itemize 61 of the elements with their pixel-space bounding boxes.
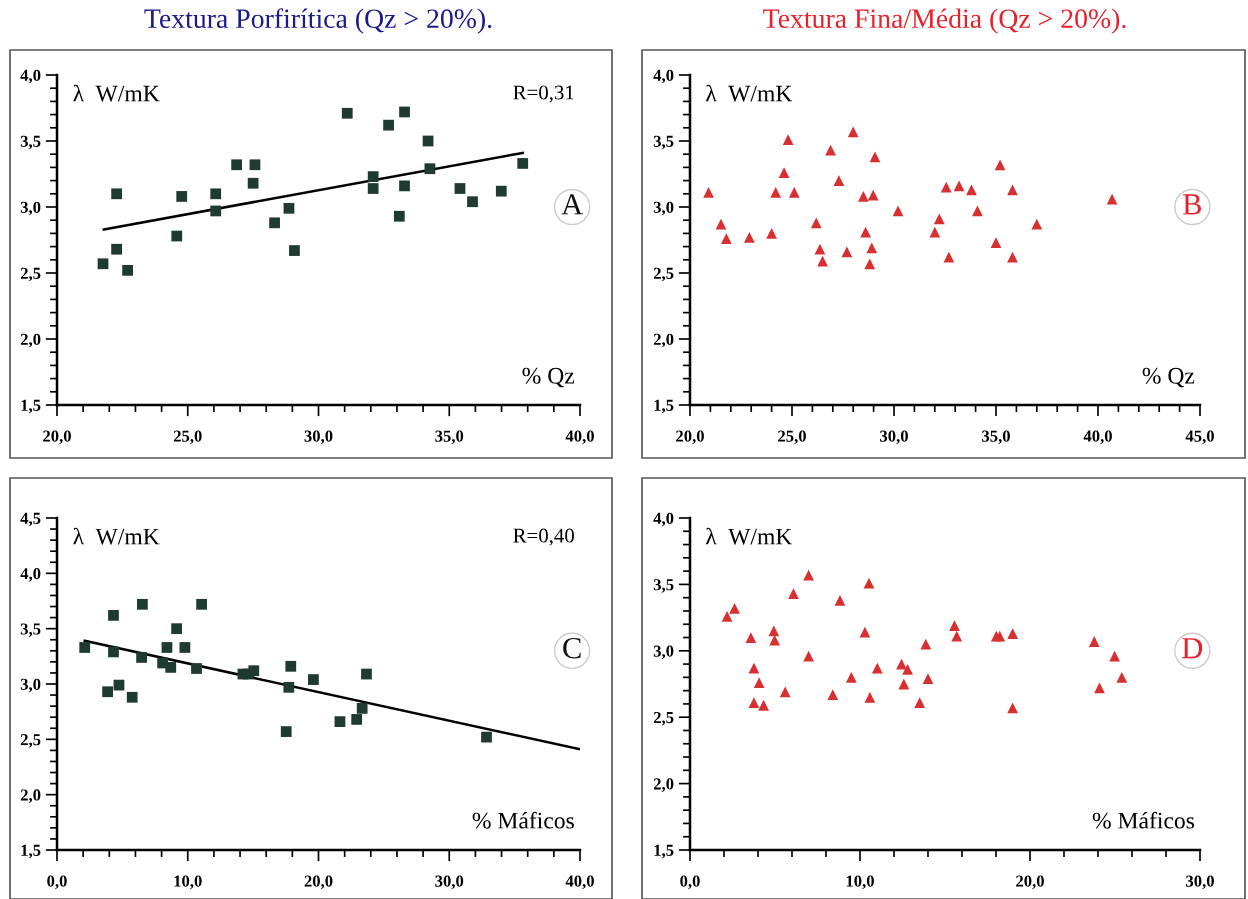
x-tick-label: 40,0 (1083, 430, 1112, 445)
chart-title: Textura Fina/Média (Qz > 20%). (763, 8, 1126, 34)
y-tick-label: 2,5 (653, 267, 674, 282)
x-tick-label: 25,0 (173, 430, 202, 445)
y-tick-label: 1,5 (21, 399, 41, 414)
y-tick-label: 2,5 (20, 734, 41, 748)
x-tick-label: 0,0 (680, 875, 700, 890)
x-tick-label: 35,0 (982, 430, 1010, 445)
y-tick-label: 4,0 (20, 568, 41, 582)
x-tick-label: 25,0 (778, 430, 806, 445)
y-tick-label: 2,5 (653, 711, 674, 726)
x-tick-label: 40,0 (565, 430, 594, 445)
y-tick-label: 3,0 (20, 678, 41, 693)
y-tick-label: 3,0 (653, 201, 674, 216)
y-tick-label: 2,5 (20, 267, 41, 282)
y-tick-label: 3,5 (20, 135, 41, 150)
y-tick-label: 1,5 (654, 844, 674, 859)
y-tick-label: 2,0 (653, 778, 674, 792)
x-tick-label: 40,0 (565, 875, 594, 890)
y-axis-title: λ W/mK (705, 84, 793, 102)
y-tick-label: 2,0 (20, 789, 41, 804)
chart-title: Textura Porfirítica (Qz > 20%). (144, 8, 492, 34)
annotation: B (1183, 194, 1202, 215)
y-tick-label: 1,5 (21, 844, 41, 859)
annotation: R=0,31 (513, 85, 574, 103)
y-tick-label: 4,5 (20, 512, 41, 527)
x-tick-label: 20,0 (676, 430, 704, 445)
y-axis-title: λ W/mK (73, 84, 160, 102)
annotation: D (1182, 638, 1203, 659)
y-tick-label: 3,5 (653, 135, 674, 150)
y-tick-label: 3,5 (20, 623, 41, 638)
y-tick-label: 1,5 (654, 399, 674, 414)
x-tick-label: 30,0 (435, 875, 464, 890)
x-tick-label: 30,0 (304, 430, 333, 445)
x-tick-label: 35,0 (435, 430, 464, 445)
annotation: C (563, 637, 581, 659)
y-tick-label: 2,0 (653, 333, 674, 348)
y-tick-label: 4,0 (20, 69, 41, 84)
x-tick-label: 0,0 (47, 875, 67, 890)
x-tick-label: 10,0 (846, 875, 874, 890)
x-axis-title: % Máficos (1092, 811, 1195, 829)
x-tick-label: 30,0 (1186, 875, 1214, 890)
annotation: A (561, 194, 583, 215)
y-tick-label: 2,0 (20, 333, 41, 348)
y-tick-label: 3,0 (20, 201, 41, 216)
x-tick-label: 30,0 (880, 430, 908, 445)
x-tick-label: 45,0 (1185, 430, 1214, 445)
x-tick-label: 20,0 (304, 875, 333, 890)
x-tick-label: 20,0 (43, 430, 71, 445)
annotation: R=0,40 (513, 528, 574, 546)
y-tick-label: 3,5 (653, 579, 674, 593)
y-tick-label: 4,0 (653, 512, 674, 527)
y-axis-title: λ W/mK (705, 527, 793, 545)
x-axis-title: % Qz (1142, 367, 1195, 388)
x-axis-title: % Máficos (472, 811, 574, 829)
y-tick-label: 4,0 (653, 69, 674, 84)
x-tick-label: 20,0 (1016, 875, 1044, 890)
y-axis-title: λ W/mK (73, 527, 160, 545)
y-tick-label: 3,0 (653, 645, 674, 660)
x-axis-title: % Qz (522, 367, 575, 388)
x-tick-label: 10,0 (174, 875, 202, 890)
